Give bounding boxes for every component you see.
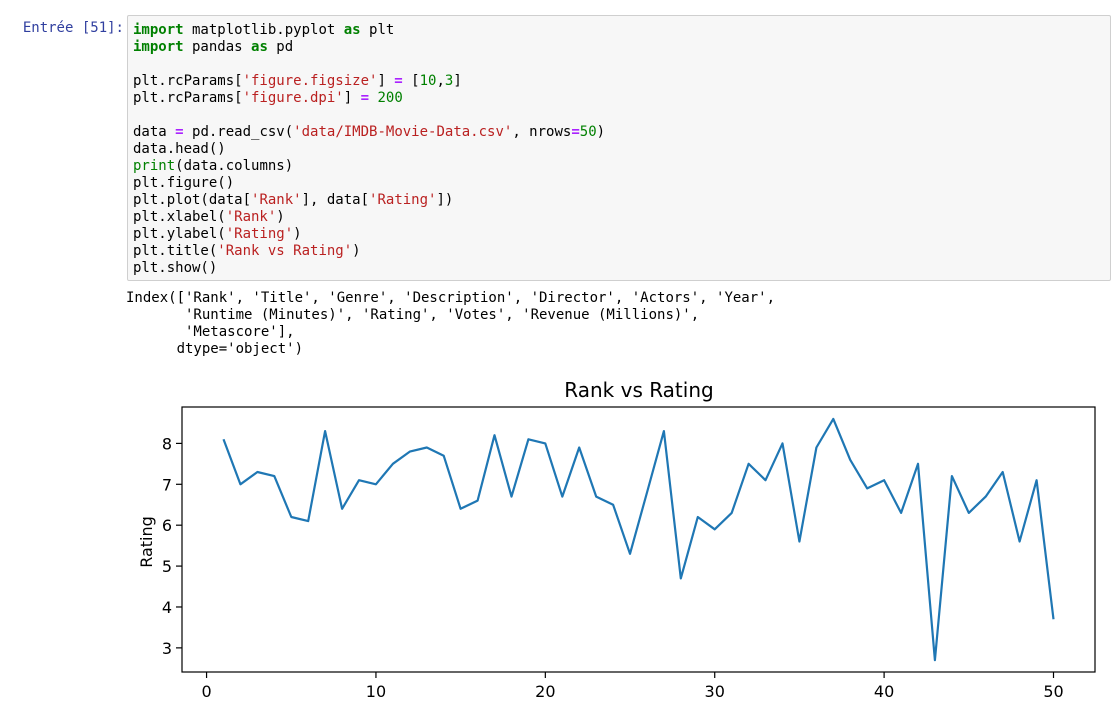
code-token: pandas bbox=[183, 39, 252, 55]
cell-output-text: Index(['Rank', 'Title', 'Genre', 'Descri… bbox=[126, 290, 775, 358]
code-token: 'Rating' bbox=[225, 226, 294, 242]
code-token: 'Rank' bbox=[251, 192, 302, 208]
code-token: data bbox=[133, 124, 176, 140]
code-token: 10 bbox=[419, 73, 437, 89]
code-token: = bbox=[175, 124, 184, 140]
code-token: , bbox=[436, 73, 445, 89]
code-token: ]) bbox=[436, 192, 454, 208]
code-line bbox=[133, 107, 1110, 124]
code-token: plt.title( bbox=[133, 243, 218, 259]
y-tick-label: 5 bbox=[162, 557, 172, 576]
code-token: 3 bbox=[444, 73, 454, 89]
code-token: ], data[ bbox=[301, 192, 370, 208]
code-line: import pandas as pd bbox=[133, 39, 1110, 56]
code-token: ) bbox=[293, 226, 302, 242]
code-token: [ bbox=[402, 73, 420, 89]
code-token: plt.xlabel( bbox=[133, 209, 226, 225]
code-token: 'figure.figsize' bbox=[242, 73, 378, 89]
code-token: plt.rcParams[ bbox=[133, 90, 243, 106]
code-token: matplotlib.pyplot bbox=[183, 22, 344, 38]
code-token: 50 bbox=[579, 124, 597, 140]
code-token: plt.plot(data[ bbox=[133, 192, 252, 208]
x-tick-label: 40 bbox=[874, 682, 894, 701]
code-token: 'data/IMDB-Movie-Data.csv' bbox=[293, 124, 513, 140]
code-line: plt.rcParams['figure.figsize'] = [10,3] bbox=[133, 73, 1110, 90]
code-line: plt.xlabel('Rank') bbox=[133, 209, 1110, 226]
code-token: as bbox=[343, 22, 361, 38]
x-tick-label: 20 bbox=[535, 682, 555, 701]
cell-prompt: Entrée [51]: bbox=[22, 20, 124, 36]
code-token: ] bbox=[377, 73, 395, 89]
code-token: 200 bbox=[377, 90, 403, 106]
code-line: plt.figure() bbox=[133, 175, 1110, 192]
output-line: dtype='object') bbox=[126, 341, 304, 357]
code-token: import bbox=[133, 22, 184, 38]
code-token: pd.read_csv( bbox=[183, 124, 294, 140]
code-token: plt.ylabel( bbox=[133, 226, 226, 242]
code-token: = bbox=[571, 124, 580, 140]
code-cell-editor[interactable]: import matplotlib.pyplot as plt import pa… bbox=[127, 15, 1111, 281]
output-line: Index(['Rank', 'Title', 'Genre', 'Descri… bbox=[126, 290, 776, 306]
code-line: plt.title('Rank vs Rating') bbox=[133, 243, 1110, 260]
y-tick-label: 7 bbox=[162, 475, 172, 494]
code-token: 'Rank vs Rating' bbox=[217, 243, 353, 259]
code-token: 'Rating' bbox=[369, 192, 437, 208]
code-token: ) bbox=[596, 124, 606, 140]
code-line: plt.ylabel('Rating') bbox=[133, 226, 1110, 243]
y-tick-label: 8 bbox=[162, 434, 172, 453]
code-token: plt.figure() bbox=[133, 175, 235, 191]
output-line: 'Metascore'], bbox=[126, 324, 295, 340]
code-text[interactable]: import matplotlib.pyplot as plt import pa… bbox=[128, 16, 1110, 277]
x-tick-label: 30 bbox=[705, 682, 725, 701]
code-line: plt.plot(data['Rank'], data['Rating']) bbox=[133, 192, 1110, 209]
code-token: print bbox=[133, 158, 176, 174]
plot-area-frame bbox=[181, 406, 1096, 673]
code-token: plt bbox=[360, 22, 395, 38]
code-token: (data.columns) bbox=[175, 158, 294, 174]
code-token: = bbox=[360, 90, 370, 106]
code-token: data.head() bbox=[133, 141, 226, 157]
x-tick-label: 50 bbox=[1043, 682, 1063, 701]
axis-ticks: 0 10 20 30 40 50 3 4 5 6 7 8 bbox=[162, 434, 1064, 701]
code-token: ] bbox=[453, 73, 462, 89]
code-line: print(data.columns) bbox=[133, 158, 1110, 175]
code-token: ] bbox=[343, 90, 361, 106]
chart-figure: Rank vs Rating Rating 0 10 20 30 40 50 3 4 5 6 7 8 bbox=[126, 368, 1116, 705]
code-token: import bbox=[133, 39, 184, 55]
data-line-series bbox=[222, 417, 1055, 662]
code-token: as bbox=[251, 39, 268, 55]
y-tick-label: 4 bbox=[162, 598, 172, 617]
y-tick-label: 6 bbox=[162, 516, 172, 535]
code-line: data = pd.read_csv('data/IMDB-Movie-Data… bbox=[133, 124, 1110, 141]
code-line: plt.rcParams['figure.dpi'] = 200 bbox=[133, 90, 1110, 107]
code-token: ) bbox=[352, 243, 361, 259]
code-token: 'Rank' bbox=[225, 209, 277, 225]
code-line bbox=[133, 56, 1110, 73]
y-axis-label: Rating bbox=[137, 516, 156, 568]
x-tick-label: 10 bbox=[366, 682, 386, 701]
code-token: ) bbox=[276, 209, 285, 225]
code-token: = bbox=[394, 73, 403, 89]
code-line: plt.show() bbox=[133, 260, 1110, 277]
y-tick-label: 3 bbox=[162, 639, 172, 658]
x-tick-label: 0 bbox=[201, 682, 211, 701]
output-line: 'Runtime (Minutes)', 'Rating', 'Votes', … bbox=[126, 307, 700, 323]
code-token: 'figure.dpi' bbox=[242, 90, 344, 106]
code-line: data.head() bbox=[133, 141, 1110, 158]
code-line: import matplotlib.pyplot as plt bbox=[133, 22, 1110, 39]
chart-svg: Rank vs Rating Rating 0 10 20 30 40 50 3 4 5 6 7 8 bbox=[137, 378, 1096, 701]
code-token: , nrows bbox=[512, 124, 572, 140]
code-token: plt.rcParams[ bbox=[133, 73, 243, 89]
code-token: pd bbox=[267, 39, 294, 55]
code-token: plt.show() bbox=[133, 260, 218, 276]
chart-title: Rank vs Rating bbox=[564, 378, 713, 402]
